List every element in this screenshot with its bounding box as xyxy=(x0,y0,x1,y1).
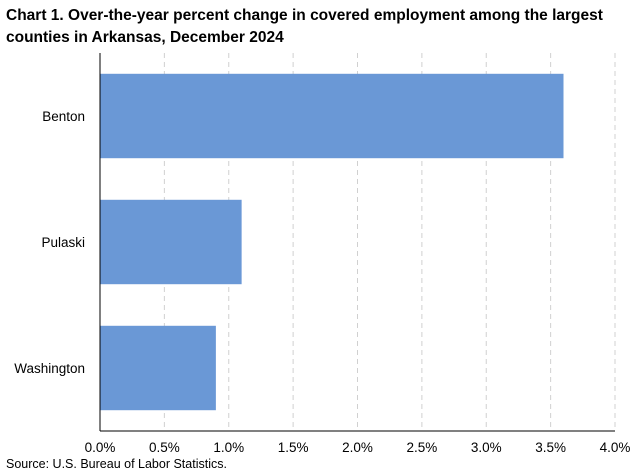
bar-washington xyxy=(100,325,216,411)
chart-title-line-1: Chart 1. Over-the-year percent change in… xyxy=(6,7,603,24)
x-tick-label: 1.5% xyxy=(278,440,309,455)
x-tick-label: 1.0% xyxy=(213,440,244,455)
y-category-label: Washington xyxy=(14,361,85,376)
chart-title: Chart 1. Over-the-year percent change in… xyxy=(6,5,636,49)
chart-title-line-2: counties in Arkansas, December 2024 xyxy=(6,29,284,46)
x-tick-label: 3.5% xyxy=(535,440,566,455)
x-tick-label: 3.0% xyxy=(471,440,502,455)
x-tick-label: 0.5% xyxy=(149,440,180,455)
bar-benton xyxy=(100,73,564,159)
x-tick-label: 0.0% xyxy=(85,440,116,455)
x-tick-label: 4.0% xyxy=(600,440,631,455)
x-tick-label: 2.0% xyxy=(342,440,373,455)
y-category-label: Benton xyxy=(42,109,85,124)
source-note: Source: U.S. Bureau of Labor Statistics. xyxy=(6,457,227,471)
bar-pulaski xyxy=(100,199,242,285)
y-category-label: Pulaski xyxy=(41,235,85,250)
x-tick-label: 2.5% xyxy=(406,440,437,455)
